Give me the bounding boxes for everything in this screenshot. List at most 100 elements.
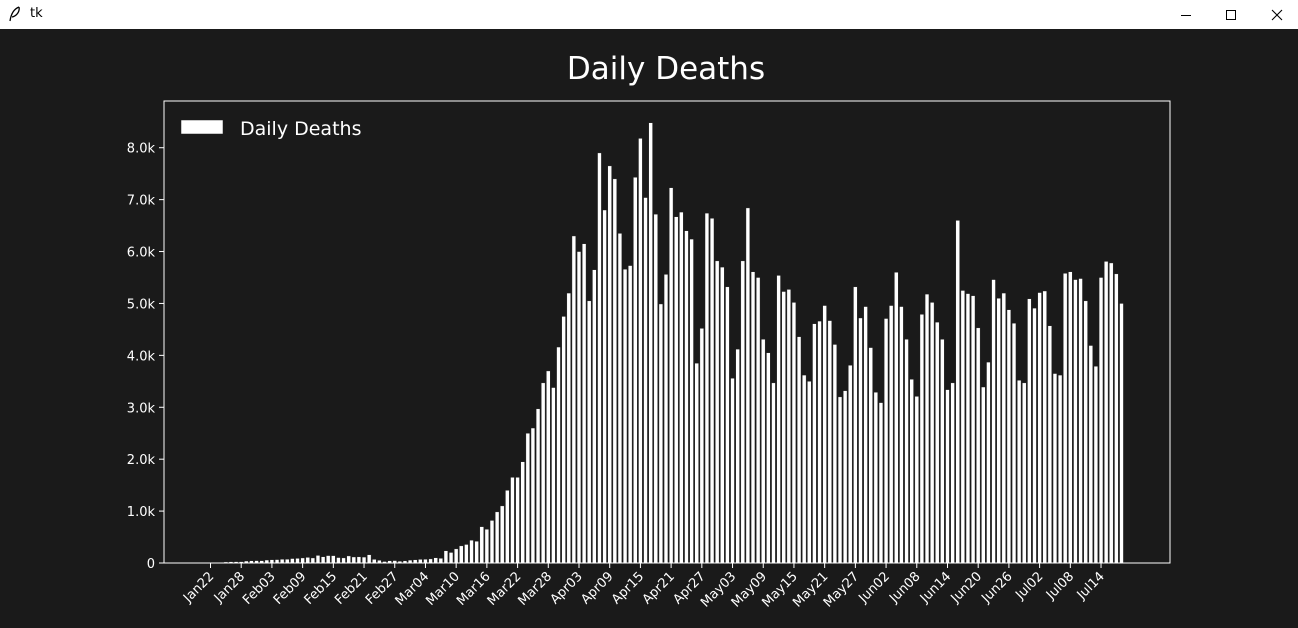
bar-47: [448, 552, 454, 564]
daily-deaths-chart: Daily Deaths 0 1.0k 2.0k 3.0k 4.0k 5.0k 6.0k 7.…: [127, 51, 1171, 611]
bar-107: [756, 277, 761, 564]
bar-110: [771, 382, 776, 564]
x-tick-label: Jun08: [886, 569, 923, 606]
bar-26: [341, 557, 346, 564]
bar-156: [1006, 309, 1012, 564]
bar-120: [822, 305, 827, 564]
bar-72: [576, 251, 582, 564]
bar-59: [510, 477, 515, 564]
bar-68: [556, 346, 561, 564]
bar-132: [883, 318, 889, 564]
bar-70: [566, 292, 571, 564]
bar-28: [351, 556, 356, 564]
bar-82: [628, 265, 633, 564]
bar-92: [679, 211, 684, 564]
y-axis: 0 1.0k 2.0k 3.0k 4.0k 5.0k 6.0k 7.0k 8.0k: [127, 142, 164, 572]
close-icon: [1271, 9, 1283, 20]
minimize-button[interactable]: [1163, 0, 1209, 29]
bar-43: [428, 558, 433, 564]
close-button[interactable]: [1254, 0, 1298, 29]
bar-136: [904, 339, 909, 564]
bar-64: [535, 408, 541, 564]
bar-18: [300, 557, 305, 564]
bar-137: [909, 379, 914, 564]
bar-153: [991, 279, 996, 564]
bar-74: [587, 300, 592, 564]
bar-65: [541, 382, 546, 564]
bar-31: [367, 554, 372, 564]
bars-group: [218, 122, 1124, 564]
bar-119: [817, 320, 822, 564]
x-tick-label: Jan22: [180, 569, 217, 606]
bar-128: [863, 306, 868, 564]
bar-157: [1011, 322, 1017, 564]
bar-67: [551, 387, 556, 564]
x-tick-label: Mar16: [454, 569, 494, 609]
y-tick-label: 2.0k: [127, 453, 156, 468]
bar-15: [285, 559, 290, 564]
x-tick-label: Apr15: [609, 569, 647, 607]
bar-94: [689, 238, 694, 564]
bar-42: [423, 559, 428, 564]
bar-60: [515, 477, 520, 564]
bar-63: [530, 427, 536, 564]
bar-88: [658, 303, 664, 564]
bar-126: [853, 286, 858, 564]
bar-112: [781, 291, 786, 564]
bar-155: [1001, 292, 1006, 564]
y-tick-label: 3.0k: [127, 401, 156, 416]
x-tick-label: Mar04: [393, 569, 433, 609]
bar-77: [602, 209, 607, 564]
bar-138: [914, 396, 919, 564]
bar-96: [699, 328, 704, 564]
bar-50: [464, 544, 469, 564]
bar-123: [837, 396, 843, 564]
bar-103: [735, 348, 740, 564]
bar-52: [474, 541, 479, 564]
bar-51: [469, 539, 474, 564]
bar-175: [1104, 261, 1109, 564]
x-tick-label: Mar28: [515, 569, 555, 609]
window-title: tk: [30, 6, 43, 21]
bar-55: [489, 520, 495, 564]
bar-19: [305, 557, 310, 564]
bar-115: [796, 336, 802, 564]
bar-150: [976, 327, 981, 564]
bar-152: [986, 361, 991, 564]
bar-173: [1093, 366, 1099, 564]
y-tick-label: 0: [147, 557, 155, 572]
bar-176: [1109, 262, 1114, 564]
bar-29: [356, 556, 362, 564]
bar-86: [648, 122, 653, 564]
bar-101: [725, 286, 730, 564]
maximize-button[interactable]: [1208, 0, 1254, 29]
bar-87: [653, 213, 658, 564]
x-tick-label: Jun20: [948, 569, 985, 606]
x-tick-label: Mar10: [423, 569, 463, 609]
x-tick-label: Feb21: [332, 569, 371, 608]
bar-158: [1017, 380, 1022, 564]
bar-89: [663, 274, 669, 564]
bar-130: [873, 392, 878, 564]
bar-135: [899, 306, 904, 564]
bar-117: [807, 381, 812, 564]
bar-131: [878, 402, 884, 564]
bar-113: [786, 289, 791, 564]
bar-174: [1098, 277, 1104, 564]
bar-144: [945, 389, 950, 564]
bar-25: [336, 557, 341, 564]
y-tick-label: 4.0k: [127, 349, 156, 364]
bar-165: [1052, 373, 1058, 564]
bar-49: [459, 545, 464, 564]
bar-62: [525, 433, 530, 564]
bar-163: [1042, 290, 1047, 564]
bar-23: [326, 555, 331, 564]
bar-99: [715, 260, 720, 564]
bar-159: [1022, 382, 1027, 564]
bar-41: [418, 559, 423, 564]
bar-140: [924, 293, 930, 564]
bar-81: [622, 268, 628, 564]
bar-111: [776, 275, 781, 564]
bar-160: [1027, 298, 1032, 564]
bar-129: [868, 347, 873, 564]
